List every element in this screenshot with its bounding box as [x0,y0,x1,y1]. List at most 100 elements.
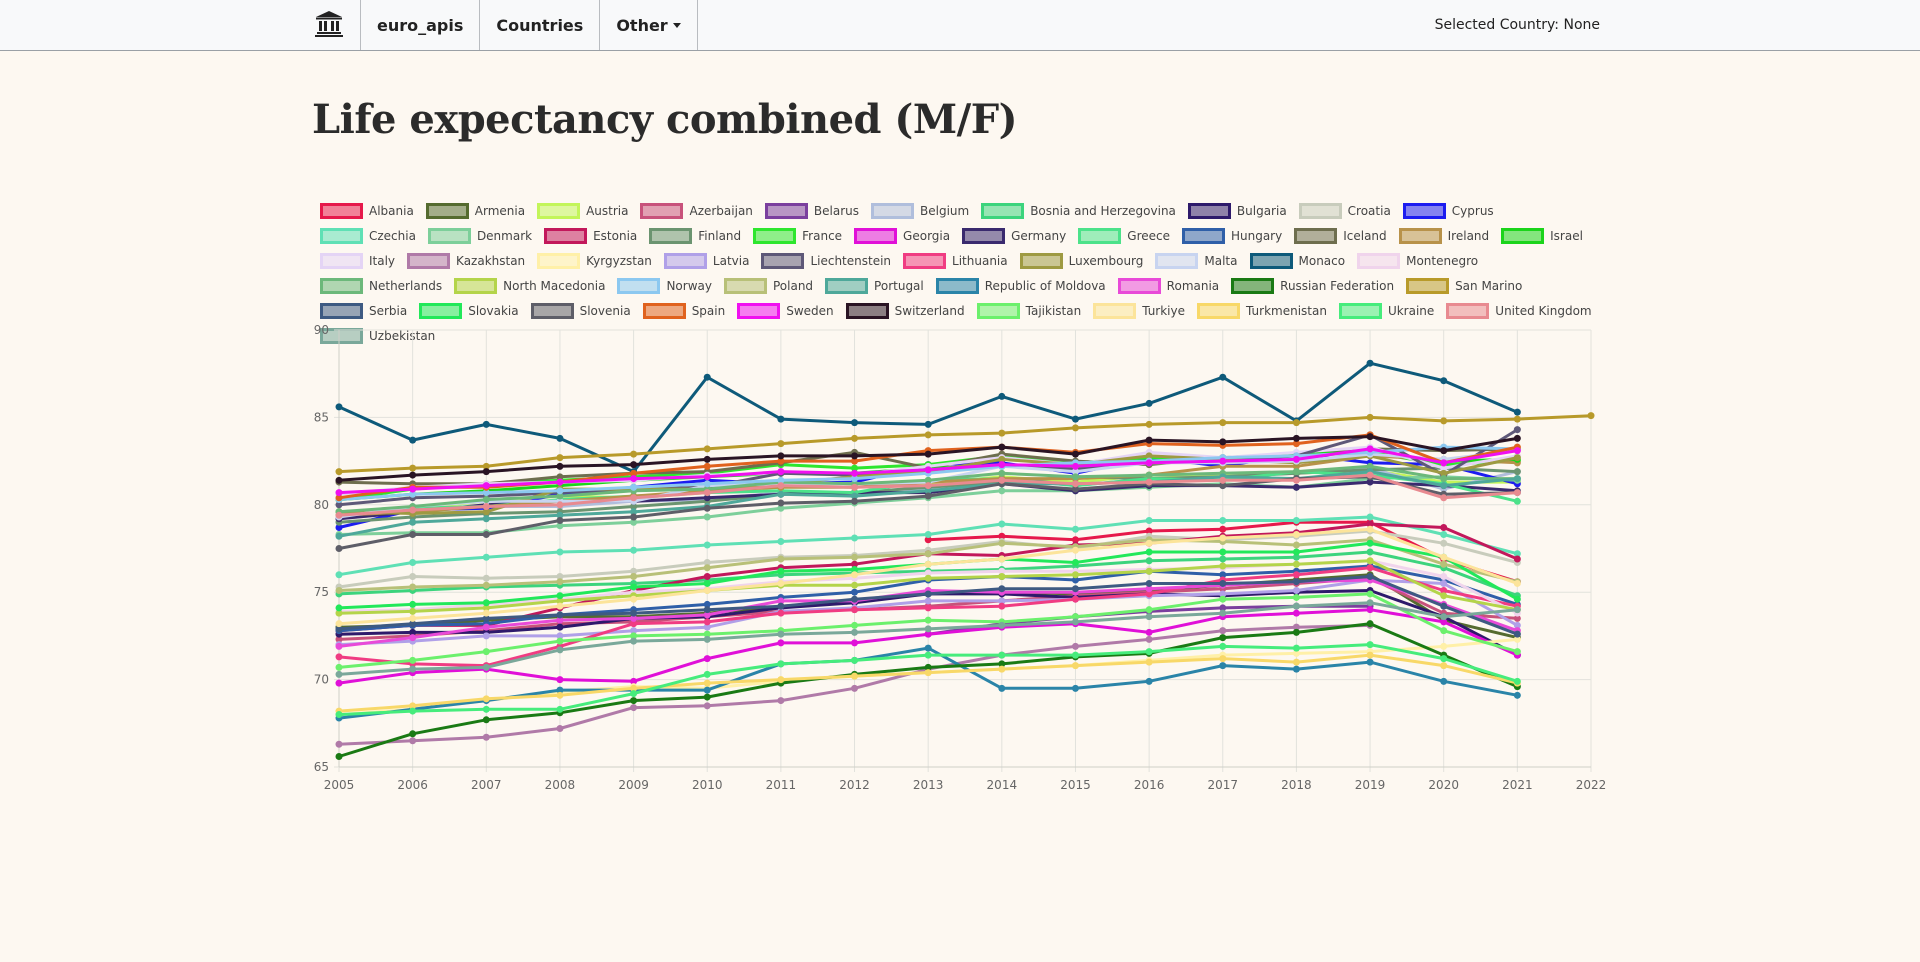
y-tick-label: 75 [314,585,329,599]
legend-item[interactable]: Lithuania [903,252,1008,270]
legend-item[interactable]: San Marino [1406,277,1522,295]
data-point-netherlands [924,476,932,484]
data-point-serbia [630,609,638,617]
legend-item[interactable]: Malta [1155,252,1238,270]
legend-item[interactable]: Armenia [425,202,526,220]
countries-link[interactable]: Countries [480,0,601,50]
data-point-georgia [1292,609,1300,617]
legend-item[interactable]: Sweden [737,302,834,320]
legend-item[interactable]: Montenegro [1357,252,1478,270]
legend-label: Uzbekistan [369,329,436,343]
legend-item[interactable]: Latvia [663,252,749,270]
data-point-georgia [335,679,343,687]
legend-item[interactable]: Serbia [320,302,407,320]
legend-label: Ireland [1447,229,1490,243]
legend-item[interactable]: Netherlands [320,277,442,295]
legend-label: Poland [772,279,814,293]
legend-item[interactable]: Azerbaijan [640,202,753,220]
legend-item[interactable]: Bulgaria [1187,202,1287,220]
legend-swatch [1501,228,1545,244]
legend-item[interactable]: Israel [1501,227,1583,245]
data-point-russian-federation [409,730,417,738]
data-point-portugal [482,515,490,523]
data-point-republic-of-moldova [1219,662,1227,670]
data-point-serbia [1366,572,1374,580]
legend-item[interactable]: Slovakia [419,302,519,320]
data-point-serbia [777,602,785,610]
legend-item[interactable]: Turkiye [1093,302,1185,320]
other-dropdown[interactable]: Other [600,0,698,50]
data-point-turkmenistan [1366,651,1374,659]
legend-item[interactable]: North Macedonia [454,277,605,295]
legend-item[interactable]: Tajikistan [976,302,1081,320]
data-point-turkiye [1145,539,1153,547]
legend-item[interactable]: Luxembourg [1019,252,1143,270]
data-point-bosnia-and-herzegovina [1366,548,1374,556]
legend-item[interactable]: Kyrgyzstan [537,252,652,270]
data-point-denmark [630,518,638,526]
legend-swatch [1155,253,1199,269]
data-point-switzerland [924,450,932,458]
legend-item[interactable]: Belarus [764,202,859,220]
data-point-switzerland [1145,436,1153,444]
x-tick-label: 2021 [1502,778,1533,792]
legend-item[interactable]: Germany [962,227,1066,245]
data-point-estonia [851,560,859,568]
data-point-hungary [851,588,859,596]
legend-item[interactable]: United Kingdom [1446,302,1592,320]
legend-item[interactable]: Bosnia and Herzegovina [981,202,1176,220]
legend-item[interactable]: Liechtenstein [761,252,891,270]
data-point-romania [703,611,711,619]
legend-item[interactable]: Slovenia [530,302,631,320]
data-point-liechtenstein [335,501,343,509]
legend-item[interactable]: Portugal [825,277,924,295]
data-point-lithuania [924,604,932,612]
data-point-malta [1071,468,1079,476]
legend-item[interactable]: Greece [1078,227,1170,245]
legend-item[interactable]: Hungary [1181,227,1282,245]
legend-item[interactable]: Croatia [1298,202,1391,220]
legend-item[interactable]: Belgium [871,202,969,220]
legend-item[interactable]: Turkmenistan [1197,302,1327,320]
legend-item[interactable]: Spain [642,302,725,320]
legend-item[interactable]: Cyprus [1402,202,1494,220]
data-point-san-marino [335,468,343,476]
legend-item[interactable]: Denmark [427,227,532,245]
other-dropdown-label: Other [616,15,668,35]
data-point-slovakia [1071,558,1079,566]
home-link[interactable] [312,0,361,50]
legend-item[interactable]: Ukraine [1338,302,1434,320]
legend-item[interactable]: Romania [1117,277,1219,295]
legend-item[interactable]: Republic of Moldova [935,277,1106,295]
data-point-croatia [482,574,490,582]
legend-label: Armenia [474,204,526,218]
data-point-uzbekistan [1071,618,1079,626]
brand-link[interactable]: euro_apis [361,0,481,50]
legend-item[interactable]: Georgia [854,227,950,245]
legend-item[interactable]: Czechia [320,227,416,245]
data-point-spain [630,469,638,477]
data-point-norway [556,487,564,495]
legend-item[interactable]: Austria [537,202,629,220]
legend-item[interactable]: Switzerland [845,302,965,320]
x-tick-label: 2005 [324,778,355,792]
legend-item[interactable]: Finland [649,227,741,245]
legend-item[interactable]: Kazakhstan [407,252,525,270]
legend-item[interactable]: Estonia [544,227,637,245]
data-point-lithuania [1440,586,1448,594]
legend-item[interactable]: Russian Federation [1231,277,1394,295]
legend-item[interactable]: Italy [320,252,395,270]
x-tick-label: 2016 [1134,778,1165,792]
legend-item[interactable]: Ireland [1398,227,1490,245]
legend-label: Greece [1127,229,1170,243]
legend-swatch [544,228,588,244]
legend-label: Lithuania [952,254,1008,268]
legend-item[interactable]: Iceland [1294,227,1387,245]
legend-item[interactable]: France [753,227,842,245]
legend-item[interactable]: Poland [723,277,814,295]
legend-item[interactable]: Albania [320,202,414,220]
legend-item[interactable]: Monaco [1249,252,1345,270]
legend-item[interactable]: Norway [617,277,712,295]
bank-icon [314,8,344,42]
